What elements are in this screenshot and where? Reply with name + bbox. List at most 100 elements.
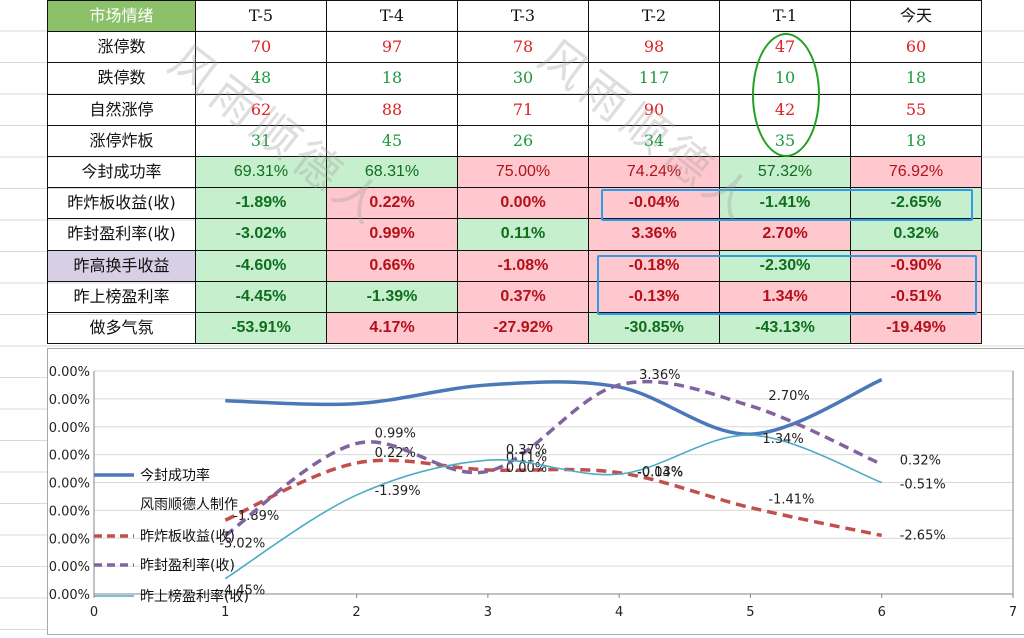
table-cell: -4.45%	[195, 280, 327, 313]
y-tick-label: 50.00%	[48, 449, 90, 464]
row-label: 做多气氛	[47, 311, 196, 345]
table-cell: 0.22%	[326, 187, 458, 220]
column-header: T-1	[719, 0, 851, 33]
series-line	[224, 434, 882, 580]
table-row: 今封成功率 69.31% 68.31% 75.00% 74.24% 57.32% 76.92…	[47, 155, 982, 189]
table-row: 昨高换手收益 -4.60% 0.66% -1.08% -0.18% -2.30% -0.90…	[47, 249, 982, 282]
x-tick-label: 2	[352, 605, 360, 620]
x-tick-label: 1	[221, 605, 229, 620]
table-cell: -53.91%	[195, 311, 327, 345]
table-cell: -30.85%	[588, 311, 720, 345]
table-cell: 0.00%	[457, 187, 589, 220]
data-label: -4.45%	[219, 584, 265, 599]
table-row: 昨炸板收益(收) -1.89% 0.22% 0.00% -0.04% -1.41% -2.6…	[47, 187, 982, 220]
y-tick-label: 10.00%	[48, 560, 90, 575]
y-tick-label: 40.00%	[48, 477, 90, 492]
table-cell: 60	[850, 31, 982, 64]
legend-label: 昨炸板收益(收)	[140, 529, 235, 545]
table-cell: 74.24%	[588, 155, 720, 189]
table-row: 自然涨停 62 88 71 90 42 55	[47, 93, 982, 126]
table-cell: -1.08%	[457, 249, 589, 282]
table-cell: -1.39%	[326, 280, 458, 313]
data-label: -1.39%	[375, 484, 421, 499]
column-header: 今天	[850, 0, 982, 33]
x-tick-label: 7	[1009, 605, 1017, 620]
table-cell: 18	[850, 124, 982, 157]
table-cell: -1.89%	[195, 187, 327, 220]
table-cell: 3.36%	[588, 218, 720, 251]
x-tick-label: 5	[746, 605, 754, 620]
data-label: -2.65%	[900, 528, 946, 543]
table-cell: 88	[326, 93, 458, 126]
table-cell: 68.31%	[326, 155, 458, 189]
table-cell: 117	[588, 62, 720, 95]
data-label: 0.37%	[506, 443, 547, 458]
row-label: 涨停数	[47, 31, 196, 64]
y-tick-label: 30.00%	[48, 504, 90, 519]
table-cell: 31	[195, 124, 327, 157]
data-label: 2.70%	[768, 389, 809, 404]
table-cell: -27.92%	[457, 311, 589, 345]
row-label: 自然涨停	[47, 93, 196, 126]
data-label: 0.32%	[900, 453, 941, 468]
row-label: 跌停数	[47, 62, 196, 95]
legend-label: 今封成功率	[140, 467, 210, 484]
table-cell: 97	[326, 31, 458, 64]
table-cell: 0.66%	[326, 249, 458, 282]
table-cell: 71	[457, 93, 589, 126]
y-tick-label: 80.00%	[48, 365, 90, 380]
row-label: 昨封盈利率(收)	[47, 218, 196, 251]
y-tick-label: 20.00%	[48, 532, 90, 547]
table-cell: 26	[457, 124, 589, 157]
data-label: -0.04%	[637, 466, 683, 481]
table-cell: 98	[588, 31, 720, 64]
y-tick-label: 0.00%	[49, 588, 90, 603]
data-label: 3.36%	[639, 368, 680, 383]
y-tick-label: 60.00%	[48, 421, 90, 436]
highlight-box-turnover-list	[597, 255, 977, 315]
series-line	[224, 379, 883, 537]
data-label: -3.02%	[219, 536, 265, 551]
x-tick-label: 3	[484, 605, 492, 620]
table-cell: -1.41%	[719, 187, 851, 220]
row-label: 昨高换手收益	[47, 249, 196, 282]
legend-label: 风雨顺德人制作	[140, 497, 238, 513]
table-cell: 18	[326, 62, 458, 95]
table-cell: 0.37%	[457, 280, 589, 313]
data-label: 0.99%	[375, 426, 416, 441]
data-label: -0.13%	[637, 465, 683, 480]
line-chart: 0.00% 10.00% 20.00% 30.00% 40.00% 50.00% 60.00…	[40, 348, 1024, 635]
row-label: 涨停炸板	[47, 124, 196, 157]
chart-svg: 0.00% 10.00% 20.00% 30.00% 40.00% 50.00% 60.00…	[40, 365, 1017, 620]
table-cell: -4.60%	[195, 249, 327, 282]
table-cell: 78	[457, 31, 589, 64]
x-tick-label: 4	[615, 605, 623, 620]
highlight-ellipse-t1	[752, 33, 820, 157]
table-cell: -19.49%	[850, 311, 982, 345]
table-row: 涨停炸板 31 45 26 34 35 18	[47, 124, 982, 157]
column-header: T-2	[588, 0, 720, 33]
table-cell: 4.17%	[326, 311, 458, 345]
y-tick-label: 70.00%	[48, 393, 90, 408]
table-header-row: 市场情绪 T-5 T-4 T-3 T-2 T-1 今天	[47, 0, 982, 33]
row-label: 昨炸板收益(收)	[47, 187, 196, 220]
legend-label: 昨封盈利率(收)	[140, 557, 235, 574]
series-line	[225, 377, 883, 436]
table-cell: 75.00%	[457, 155, 589, 189]
row-label: 今封成功率	[47, 155, 196, 189]
table-cell: 55	[850, 93, 982, 126]
x-tick-label: 0	[90, 605, 98, 620]
legend-label: 昨上榜盈利率(收)	[140, 588, 249, 605]
table-corner-label: 市场情绪	[47, 0, 196, 33]
table-cell: -2.65%	[850, 187, 982, 220]
table-cell: 76.92%	[850, 155, 982, 189]
data-label: -0.51%	[900, 478, 946, 493]
table-cell: -43.13%	[719, 311, 851, 345]
table-cell: 48	[195, 62, 327, 95]
table-cell: 90	[588, 93, 720, 126]
table-cell: 0.32%	[850, 218, 982, 251]
column-header: T-5	[195, 0, 327, 33]
row-label: 昨上榜盈利率	[47, 280, 196, 313]
data-label: -1.41%	[768, 493, 814, 508]
table-cell: 18	[850, 62, 982, 95]
